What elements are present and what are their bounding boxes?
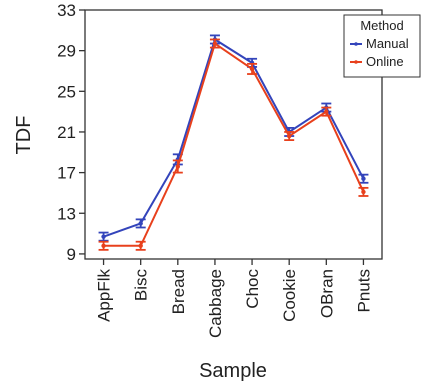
x-tick-label: OBran xyxy=(317,269,336,318)
data-point xyxy=(212,41,218,46)
data-point xyxy=(324,109,329,114)
y-axis-label: TDF xyxy=(13,116,35,155)
data-point xyxy=(361,176,366,181)
x-tick-label: Pnuts xyxy=(354,269,373,312)
y-tick-label: 33 xyxy=(57,1,76,20)
legend: Method Manual Online xyxy=(343,14,421,78)
series-line xyxy=(103,41,365,247)
series-layer xyxy=(98,34,369,251)
x-tick-label: Cabbage xyxy=(206,269,225,338)
x-tick-label: Choc xyxy=(243,269,262,309)
data-point xyxy=(361,189,366,195)
legend-item-online: Online xyxy=(350,54,404,69)
series-online xyxy=(98,38,369,251)
y-tick-label: 29 xyxy=(57,42,76,61)
legend-marker xyxy=(354,60,358,64)
data-point xyxy=(138,243,143,248)
legend-title: Method xyxy=(360,18,403,33)
x-tick-label: Bread xyxy=(169,269,188,314)
data-point xyxy=(249,66,255,72)
y-tick-label: 25 xyxy=(57,82,76,101)
series-manual xyxy=(98,34,369,242)
y-tick-label: 9 xyxy=(67,245,76,264)
data-point xyxy=(175,164,181,169)
data-point xyxy=(101,243,106,248)
x-tick-label: AppFlk xyxy=(95,269,114,322)
y-tick-label: 17 xyxy=(57,164,76,183)
plot-frame xyxy=(84,9,383,260)
series-line xyxy=(103,37,365,238)
legend-label: Manual xyxy=(366,36,409,51)
y-tick-label: 21 xyxy=(57,123,76,142)
data-point xyxy=(138,221,143,226)
x-tick-label: Bisc xyxy=(132,269,151,302)
data-point xyxy=(101,234,106,239)
y-tick-label: 13 xyxy=(57,204,76,223)
x-tick-label: Cookie xyxy=(280,269,299,322)
data-point xyxy=(286,133,292,139)
axes: 9 13 17 21 25 29 33 AppFlk Bisc Bread Cabbage Choc C… xyxy=(57,1,383,338)
x-axis-label: Sample xyxy=(199,360,267,382)
legend-marker xyxy=(354,42,358,46)
legend-box xyxy=(343,14,421,78)
legend-item-manual: Manual xyxy=(350,36,409,51)
legend-label: Online xyxy=(366,54,404,69)
